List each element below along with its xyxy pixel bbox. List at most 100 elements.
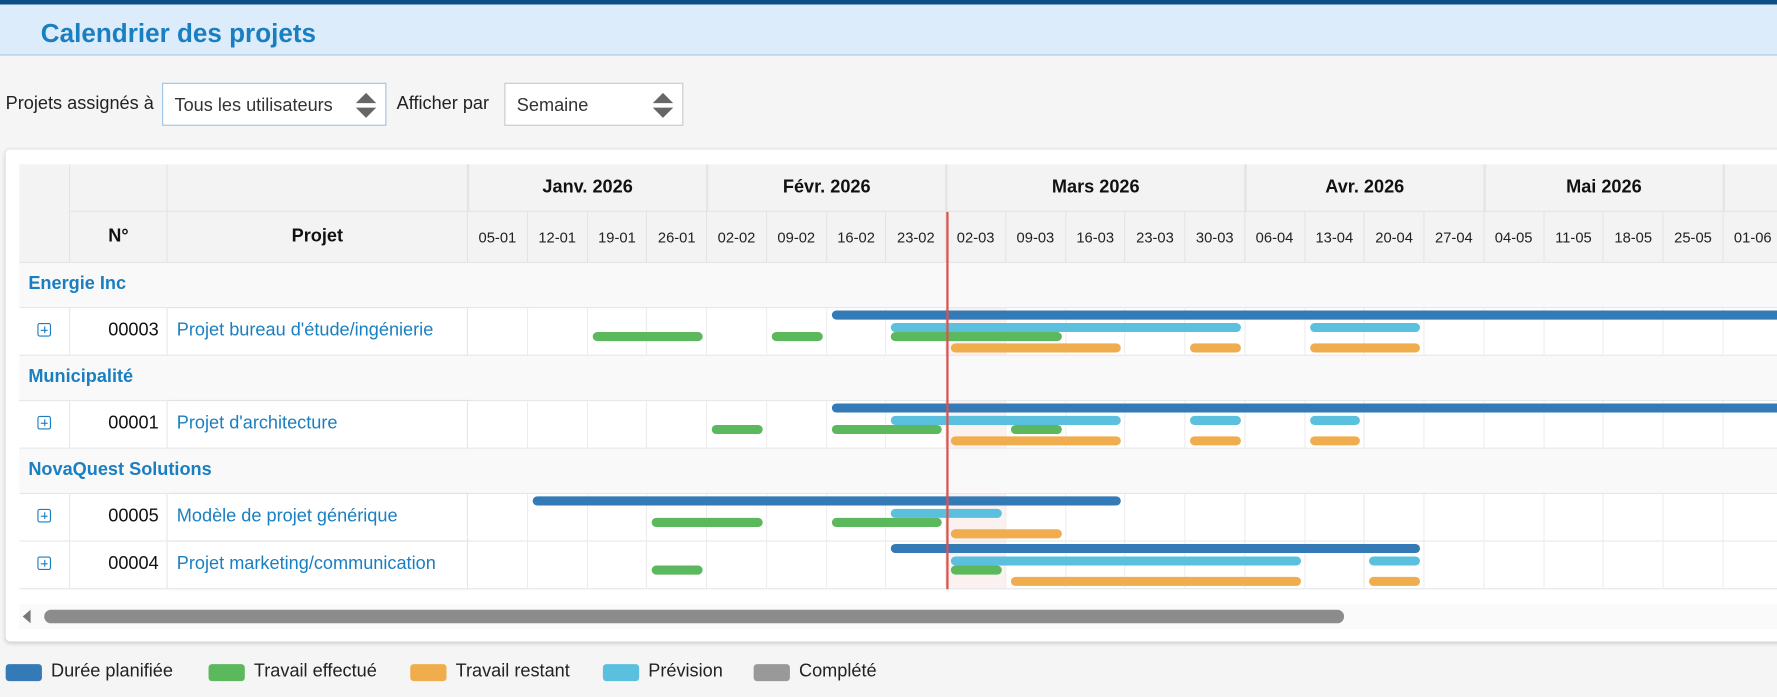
bar-done[interactable] bbox=[651, 565, 703, 575]
bar-planned[interactable] bbox=[831, 403, 1777, 413]
week-header: 23-03 bbox=[1125, 211, 1186, 263]
week-header: 02-02 bbox=[707, 211, 767, 263]
bar-done[interactable] bbox=[831, 517, 942, 527]
header-project-blank bbox=[167, 164, 469, 212]
bar-done[interactable] bbox=[651, 517, 763, 527]
bar-done[interactable] bbox=[950, 565, 1002, 575]
week-header: 16-03 bbox=[1065, 211, 1126, 263]
project-link[interactable]: Projet bureau d'étude/ingénierie bbox=[167, 308, 469, 356]
week-header: 04-05 bbox=[1484, 211, 1545, 263]
legend-swatch bbox=[208, 663, 245, 681]
bar-forecast[interactable] bbox=[950, 556, 1301, 566]
column-header-project[interactable]: Projet bbox=[167, 211, 469, 263]
assigned-select[interactable]: Tous les utilisateurs bbox=[162, 82, 387, 126]
legend-label: Durée planifiée bbox=[50, 661, 173, 682]
timeline-cell bbox=[527, 541, 588, 590]
select-arrows-icon bbox=[355, 92, 377, 118]
bar-done[interactable] bbox=[771, 332, 823, 342]
timeline-cell bbox=[707, 541, 767, 590]
week-header: 01-06 bbox=[1723, 211, 1777, 263]
bar-done[interactable] bbox=[831, 424, 942, 435]
timeline-cell bbox=[587, 401, 648, 449]
expand-icon[interactable] bbox=[37, 556, 51, 571]
legend-label: Complété bbox=[798, 661, 877, 682]
expand-icon[interactable] bbox=[37, 415, 51, 430]
bar-remaining[interactable] bbox=[1309, 343, 1421, 353]
bar-remaining[interactable] bbox=[950, 343, 1122, 353]
month-header: Janv. 2026 bbox=[468, 164, 708, 212]
timeline-cell bbox=[647, 401, 708, 449]
timeline-cell bbox=[587, 541, 648, 590]
project-link[interactable]: Projet marketing/communication bbox=[167, 541, 469, 590]
bar-done[interactable] bbox=[1010, 424, 1062, 435]
expand-cell bbox=[19, 308, 71, 356]
timeline-cell bbox=[1603, 494, 1664, 542]
timeline-cell bbox=[707, 308, 767, 356]
today-line bbox=[946, 211, 949, 590]
legend-item-done: Travail effectué bbox=[208, 662, 377, 682]
expand-icon[interactable] bbox=[37, 508, 51, 523]
timeline-cell bbox=[468, 308, 528, 356]
legend-item-remaining: Travail restant bbox=[410, 662, 570, 682]
bar-remaining[interactable] bbox=[1010, 576, 1301, 586]
week-header: 09-02 bbox=[766, 211, 827, 263]
bar-remaining[interactable] bbox=[1309, 436, 1361, 446]
header-number-blank bbox=[70, 164, 168, 212]
legend-swatch bbox=[410, 663, 447, 681]
timeline-cell bbox=[1544, 541, 1604, 590]
scrollbar-thumb[interactable] bbox=[44, 609, 1345, 624]
bar-remaining[interactable] bbox=[950, 436, 1122, 446]
assigned-select-value: Tous les utilisateurs bbox=[174, 96, 333, 116]
bar-planned[interactable] bbox=[891, 543, 1421, 554]
bar-forecast[interactable] bbox=[1309, 415, 1361, 425]
display-label: Afficher par bbox=[396, 94, 490, 114]
week-header: 11-05 bbox=[1544, 211, 1604, 263]
month-header: Mars 2026 bbox=[946, 164, 1246, 212]
display-select-value: Semaine bbox=[516, 96, 589, 116]
scroll-left-icon[interactable] bbox=[22, 609, 31, 624]
timeline-cell bbox=[1723, 541, 1777, 590]
bar-planned[interactable] bbox=[831, 310, 1777, 320]
horizontal-scrollbar[interactable] bbox=[19, 604, 1777, 629]
page-title: Calendrier des projets bbox=[40, 18, 317, 48]
column-header-number[interactable]: N° bbox=[70, 211, 168, 263]
bar-remaining[interactable] bbox=[1369, 576, 1421, 586]
display-select[interactable]: Semaine bbox=[504, 82, 684, 126]
project-link[interactable]: Projet d'architecture bbox=[167, 401, 469, 449]
legend-item-completed: Complété bbox=[753, 661, 877, 682]
bar-forecast[interactable] bbox=[891, 415, 1122, 425]
month-header: Avr. 2026 bbox=[1245, 164, 1485, 212]
bar-done[interactable] bbox=[891, 332, 1062, 342]
timeline-cell bbox=[1603, 541, 1664, 590]
week-header: 19-01 bbox=[587, 211, 648, 263]
week-header: 25-05 bbox=[1663, 211, 1724, 263]
group-row: Energie Inc bbox=[19, 262, 1777, 309]
timeline-cell bbox=[1185, 494, 1246, 542]
expand-icon[interactable] bbox=[37, 322, 51, 337]
bar-forecast[interactable] bbox=[891, 322, 1241, 333]
week-header: 05-01 bbox=[468, 211, 528, 263]
timeline-cell bbox=[1304, 494, 1365, 542]
group-row: Municipalité bbox=[19, 355, 1777, 402]
week-header: 23-02 bbox=[886, 211, 947, 263]
bar-remaining[interactable] bbox=[950, 529, 1062, 539]
bar-done[interactable] bbox=[711, 424, 763, 435]
week-header: 16-02 bbox=[826, 211, 887, 263]
group-row: NovaQuest Solutions bbox=[19, 448, 1777, 495]
bar-remaining[interactable] bbox=[1189, 343, 1241, 353]
select-arrows-icon bbox=[652, 92, 674, 118]
bar-done[interactable] bbox=[592, 332, 703, 342]
project-link[interactable]: Modèle de projet générique bbox=[167, 494, 469, 542]
bar-planned[interactable] bbox=[532, 496, 1122, 506]
legend-item-forecast: Prévision bbox=[602, 662, 723, 682]
bar-forecast[interactable] bbox=[1309, 322, 1421, 333]
project-number: 00003 bbox=[70, 308, 168, 356]
timeline-cell bbox=[766, 541, 827, 590]
bar-forecast[interactable] bbox=[1189, 415, 1241, 425]
header-blank bbox=[19, 164, 71, 263]
timeline-cell bbox=[1245, 494, 1305, 542]
bar-remaining[interactable] bbox=[1189, 436, 1241, 446]
legend-swatch bbox=[602, 663, 640, 681]
bar-forecast[interactable] bbox=[1369, 556, 1421, 566]
